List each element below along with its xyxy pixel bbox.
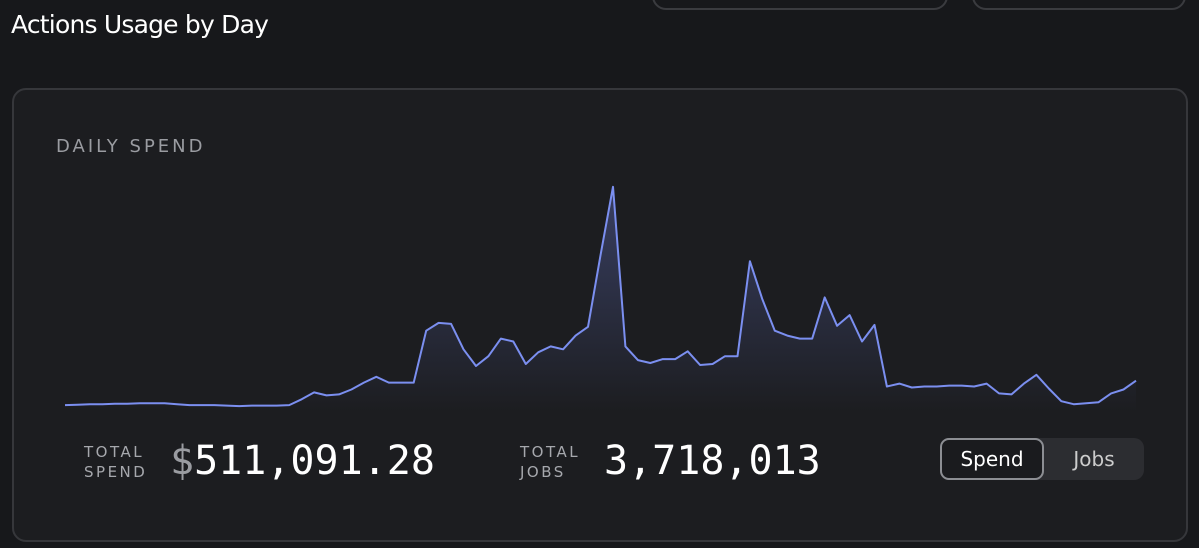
total-jobs: 3,718,013 [604,438,821,484]
page-title: Actions Usage by Day [11,10,269,39]
chart-title: DAILY SPEND [56,136,206,157]
toggle-option[interactable]: Spend [940,438,1044,480]
spend-value: 511,091.28 [194,438,435,484]
area [65,186,1136,412]
total-jobs-label: TOTAL JOBS [520,443,581,481]
filter-pill[interactable] [972,0,1186,10]
line [64,185,1137,408]
chart [64,185,1137,412]
toggle: Spend Jobs [940,438,1144,480]
currency: $ [170,438,195,484]
total-spend-label: TOTAL SPEND [84,443,148,481]
filter-pill[interactable] [652,0,948,10]
toggle-option[interactable]: Jobs [1073,447,1115,471]
chart-card: DAILY SPEND TOTAL SPEND $511,091.28 TOTA… [12,88,1188,542]
total-spend: $511,091.28 [170,438,435,484]
